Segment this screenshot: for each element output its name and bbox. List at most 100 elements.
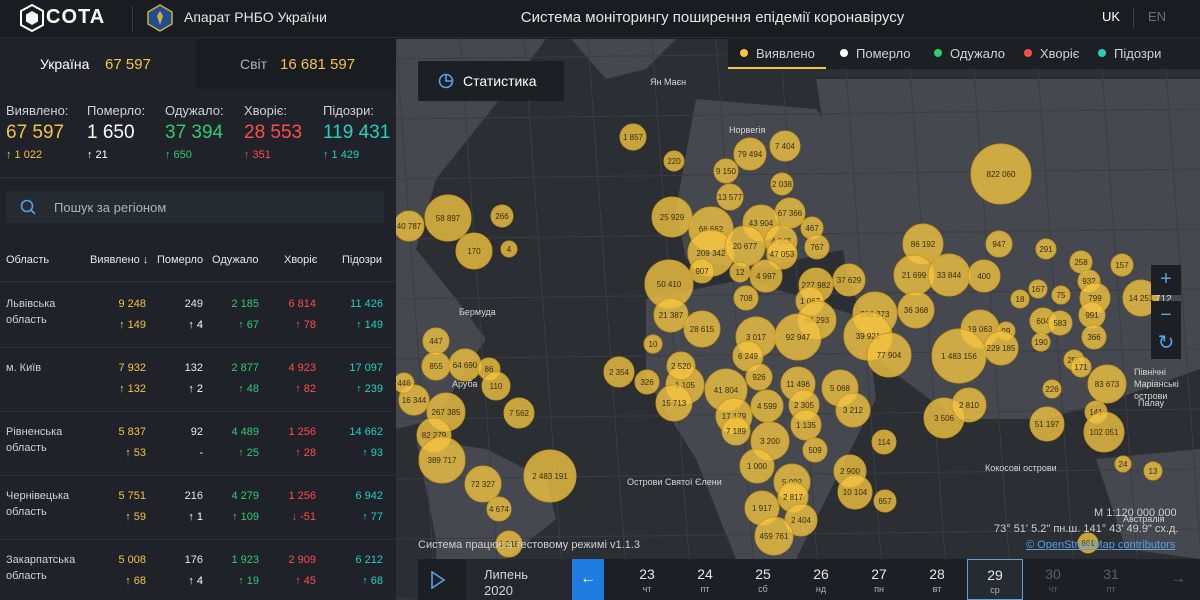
case-bubble[interactable]: 2 520 <box>666 351 696 381</box>
case-bubble[interactable]: 83 673 <box>1087 364 1127 404</box>
case-bubble[interactable]: 2 404 <box>784 503 818 537</box>
case-bubble[interactable]: 25 929 <box>651 196 693 238</box>
case-bubble[interactable]: 15 713 <box>655 384 693 422</box>
day-29[interactable]: 29 ср <box>967 559 1023 600</box>
world-map[interactable]: 1 857 220 79 494 7 404 9 150 2 038 822 060 13 5… <box>396 39 1200 600</box>
case-bubble[interactable]: 509 <box>802 437 828 463</box>
case-bubble[interactable]: 767 <box>804 234 830 260</box>
table-row[interactable]: Рівненська область 5 837 ↑ 53 92 - 4 489 ↑ 25 1… <box>0 412 396 476</box>
statistics-button[interactable]: Статистика <box>418 61 564 101</box>
tab-world[interactable]: Світ 16 681 597 <box>196 39 396 89</box>
case-bubble[interactable]: 583 <box>1047 310 1073 336</box>
case-bubble[interactable]: 1 917 <box>744 490 780 526</box>
case-bubble[interactable]: 28 615 <box>683 310 721 348</box>
case-bubble[interactable]: 167 <box>1028 279 1048 299</box>
case-bubble[interactable]: 2 038 <box>770 172 794 196</box>
tab-ukraine[interactable]: Україна 67 597 <box>0 39 196 89</box>
case-bubble[interactable]: 12 <box>729 261 751 283</box>
case-bubble[interactable]: 266 <box>490 204 514 228</box>
legend-item[interactable]: Підозри <box>1098 46 1161 61</box>
table-row[interactable]: м. Київ 7 932 ↑ 132 132 ↑ 2 2 877 ↑ 48 4 923 ↑ 8… <box>0 348 396 412</box>
case-bubble[interactable]: 33 844 <box>927 253 971 297</box>
case-bubble[interactable]: 18 <box>1010 289 1030 309</box>
case-bubble[interactable]: 4 599 <box>750 389 784 423</box>
case-bubble[interactable]: 67 366 <box>774 197 806 229</box>
month-selector[interactable]: Липень 2020 ︿ <box>466 559 600 600</box>
table-row[interactable]: Чернівецька область 5 751 ↑ 59 216 ↑ 1 4 279 ↑… <box>0 476 396 540</box>
case-bubble[interactable]: 907 <box>689 258 715 284</box>
case-bubble[interactable]: 7 189 <box>721 416 751 446</box>
case-bubble[interactable]: 7 562 <box>503 397 535 429</box>
table-row[interactable]: Львівська область 9 248 ↑ 149 249 ↑ 4 2 185 ↑ … <box>0 284 396 348</box>
case-bubble[interactable]: 10 <box>643 334 663 354</box>
case-bubble[interactable]: 170 <box>455 232 493 270</box>
prev-day-button[interactable]: ← <box>572 559 604 600</box>
case-bubble[interactable]: 40 787 <box>396 210 425 242</box>
case-bubble[interactable]: 2 810 <box>951 387 987 423</box>
case-bubble[interactable]: 79 494 <box>733 137 767 171</box>
case-bubble[interactable]: 102 051 <box>1083 411 1125 453</box>
legend-item[interactable]: Хворіє <box>1024 46 1079 61</box>
case-bubble[interactable]: 661 <box>1077 532 1099 554</box>
case-bubble[interactable]: 92 947 <box>774 313 822 361</box>
osm-attribution-link[interactable]: © OpenStreetMap contributors <box>1026 539 1176 551</box>
case-bubble[interactable]: 64 690 <box>448 348 482 382</box>
lang-en-button[interactable]: EN <box>1148 9 1167 24</box>
table-header-cell[interactable]: Померло <box>157 254 204 266</box>
day-24[interactable]: 24 пт <box>677 559 733 600</box>
case-bubble[interactable]: 2 354 <box>603 356 635 388</box>
case-bubble[interactable]: 77 904 <box>866 332 912 378</box>
map-canvas[interactable]: 1 857 220 79 494 7 404 9 150 2 038 822 060 13 5… <box>396 39 1200 600</box>
case-bubble[interactable]: 291 <box>1035 238 1057 260</box>
case-bubble[interactable]: 447 <box>422 327 450 355</box>
case-bubble[interactable]: 9 150 <box>713 158 739 184</box>
case-bubble[interactable]: 822 060 <box>970 143 1032 205</box>
case-bubble[interactable]: 326 <box>634 369 660 395</box>
legend-item[interactable]: Виявлено <box>740 46 815 61</box>
case-bubble[interactable]: 366 <box>1081 324 1107 350</box>
case-bubble[interactable]: 947 <box>985 230 1013 258</box>
day-28[interactable]: 28 вт <box>909 559 965 600</box>
legend-item[interactable]: Померло <box>840 46 911 61</box>
case-bubble[interactable]: 157 <box>1110 253 1134 277</box>
legend-item[interactable]: Одужало <box>934 46 1005 61</box>
zoom-out-button[interactable]: − <box>1151 301 1181 331</box>
day-25[interactable]: 25 сб <box>735 559 791 600</box>
case-bubble[interactable]: 2 483 191 <box>523 449 577 503</box>
case-bubble[interactable]: 1 857 <box>619 123 647 151</box>
case-bubble[interactable]: 400 <box>967 259 1001 293</box>
case-bubble[interactable]: 1 483 156 <box>931 328 987 384</box>
table-header-cell[interactable]: Підозри <box>342 254 383 266</box>
case-bubble[interactable]: 7 404 <box>769 130 801 162</box>
case-bubble[interactable]: 229 185 <box>983 330 1019 366</box>
search-input[interactable] <box>54 191 374 223</box>
lang-uk-button[interactable]: UK <box>1102 9 1121 24</box>
case-bubble[interactable]: 855 <box>421 351 451 381</box>
day-26[interactable]: 26 нд <box>793 559 849 600</box>
case-bubble[interactable]: 1 000 <box>739 448 775 484</box>
case-bubble[interactable]: 37 629 <box>832 263 866 297</box>
case-bubble[interactable]: 220 <box>663 150 685 172</box>
case-bubble[interactable]: 389 717 <box>418 436 466 484</box>
search-box[interactable] <box>6 191 384 223</box>
case-bubble[interactable]: 459 761 <box>754 516 794 556</box>
case-bubble[interactable]: 4 674 <box>486 496 512 522</box>
case-bubble[interactable]: 14 251 <box>1122 279 1160 317</box>
case-bubble[interactable]: 51 197 <box>1029 406 1065 442</box>
case-bubble[interactable]: 72 327 <box>464 465 502 503</box>
day-23[interactable]: 23 чт <box>619 559 675 600</box>
case-bubble[interactable]: 171 <box>1070 356 1092 378</box>
case-bubble[interactable]: 114 <box>871 429 897 455</box>
case-bubble[interactable]: 13 577 <box>716 183 744 211</box>
case-bubble[interactable]: 657 <box>873 489 897 513</box>
case-bubble[interactable]: 75 <box>1051 285 1071 305</box>
day-27[interactable]: 27 пн <box>851 559 907 600</box>
table-header-cell[interactable]: Хворіє <box>284 254 318 266</box>
case-bubble[interactable]: 20 677 <box>724 225 766 267</box>
case-bubble[interactable]: 24 <box>1114 455 1132 473</box>
case-bubble[interactable]: 36 368 <box>897 291 935 329</box>
case-bubble[interactable]: 190 <box>1031 332 1051 352</box>
play-button[interactable] <box>418 559 458 600</box>
case-bubble[interactable]: 4 <box>500 240 518 258</box>
table-row[interactable]: Закарпатська область 5 008 ↑ 68 176 ↑ 4 1 923… <box>0 540 396 600</box>
